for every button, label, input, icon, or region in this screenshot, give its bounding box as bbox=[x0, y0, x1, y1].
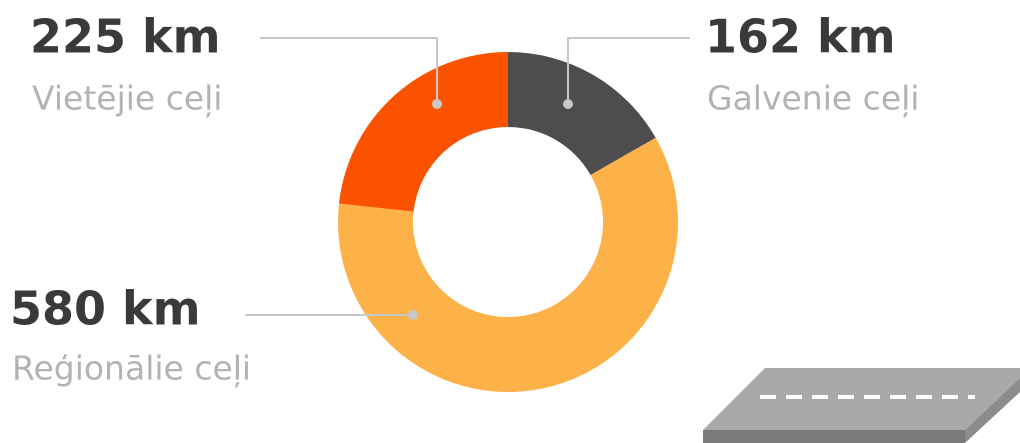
donut-slice bbox=[339, 52, 508, 212]
category-label: Galvenie ceļi bbox=[707, 79, 919, 118]
category-label: Reģionālie ceļi bbox=[12, 349, 251, 388]
donut-slice bbox=[508, 52, 656, 175]
category-label: Vietējie ceļi bbox=[32, 79, 222, 118]
value-label: 580 km bbox=[10, 282, 201, 336]
donut-slice bbox=[337, 137, 678, 392]
leader-line bbox=[567, 37, 690, 104]
leader-dot bbox=[563, 99, 573, 109]
value-label: 162 km bbox=[705, 10, 896, 64]
road-icon bbox=[703, 368, 1020, 443]
value-label: 225 km bbox=[30, 10, 221, 64]
leader-line bbox=[260, 37, 438, 104]
leader-dot bbox=[432, 99, 442, 109]
leader-dot bbox=[408, 310, 418, 320]
